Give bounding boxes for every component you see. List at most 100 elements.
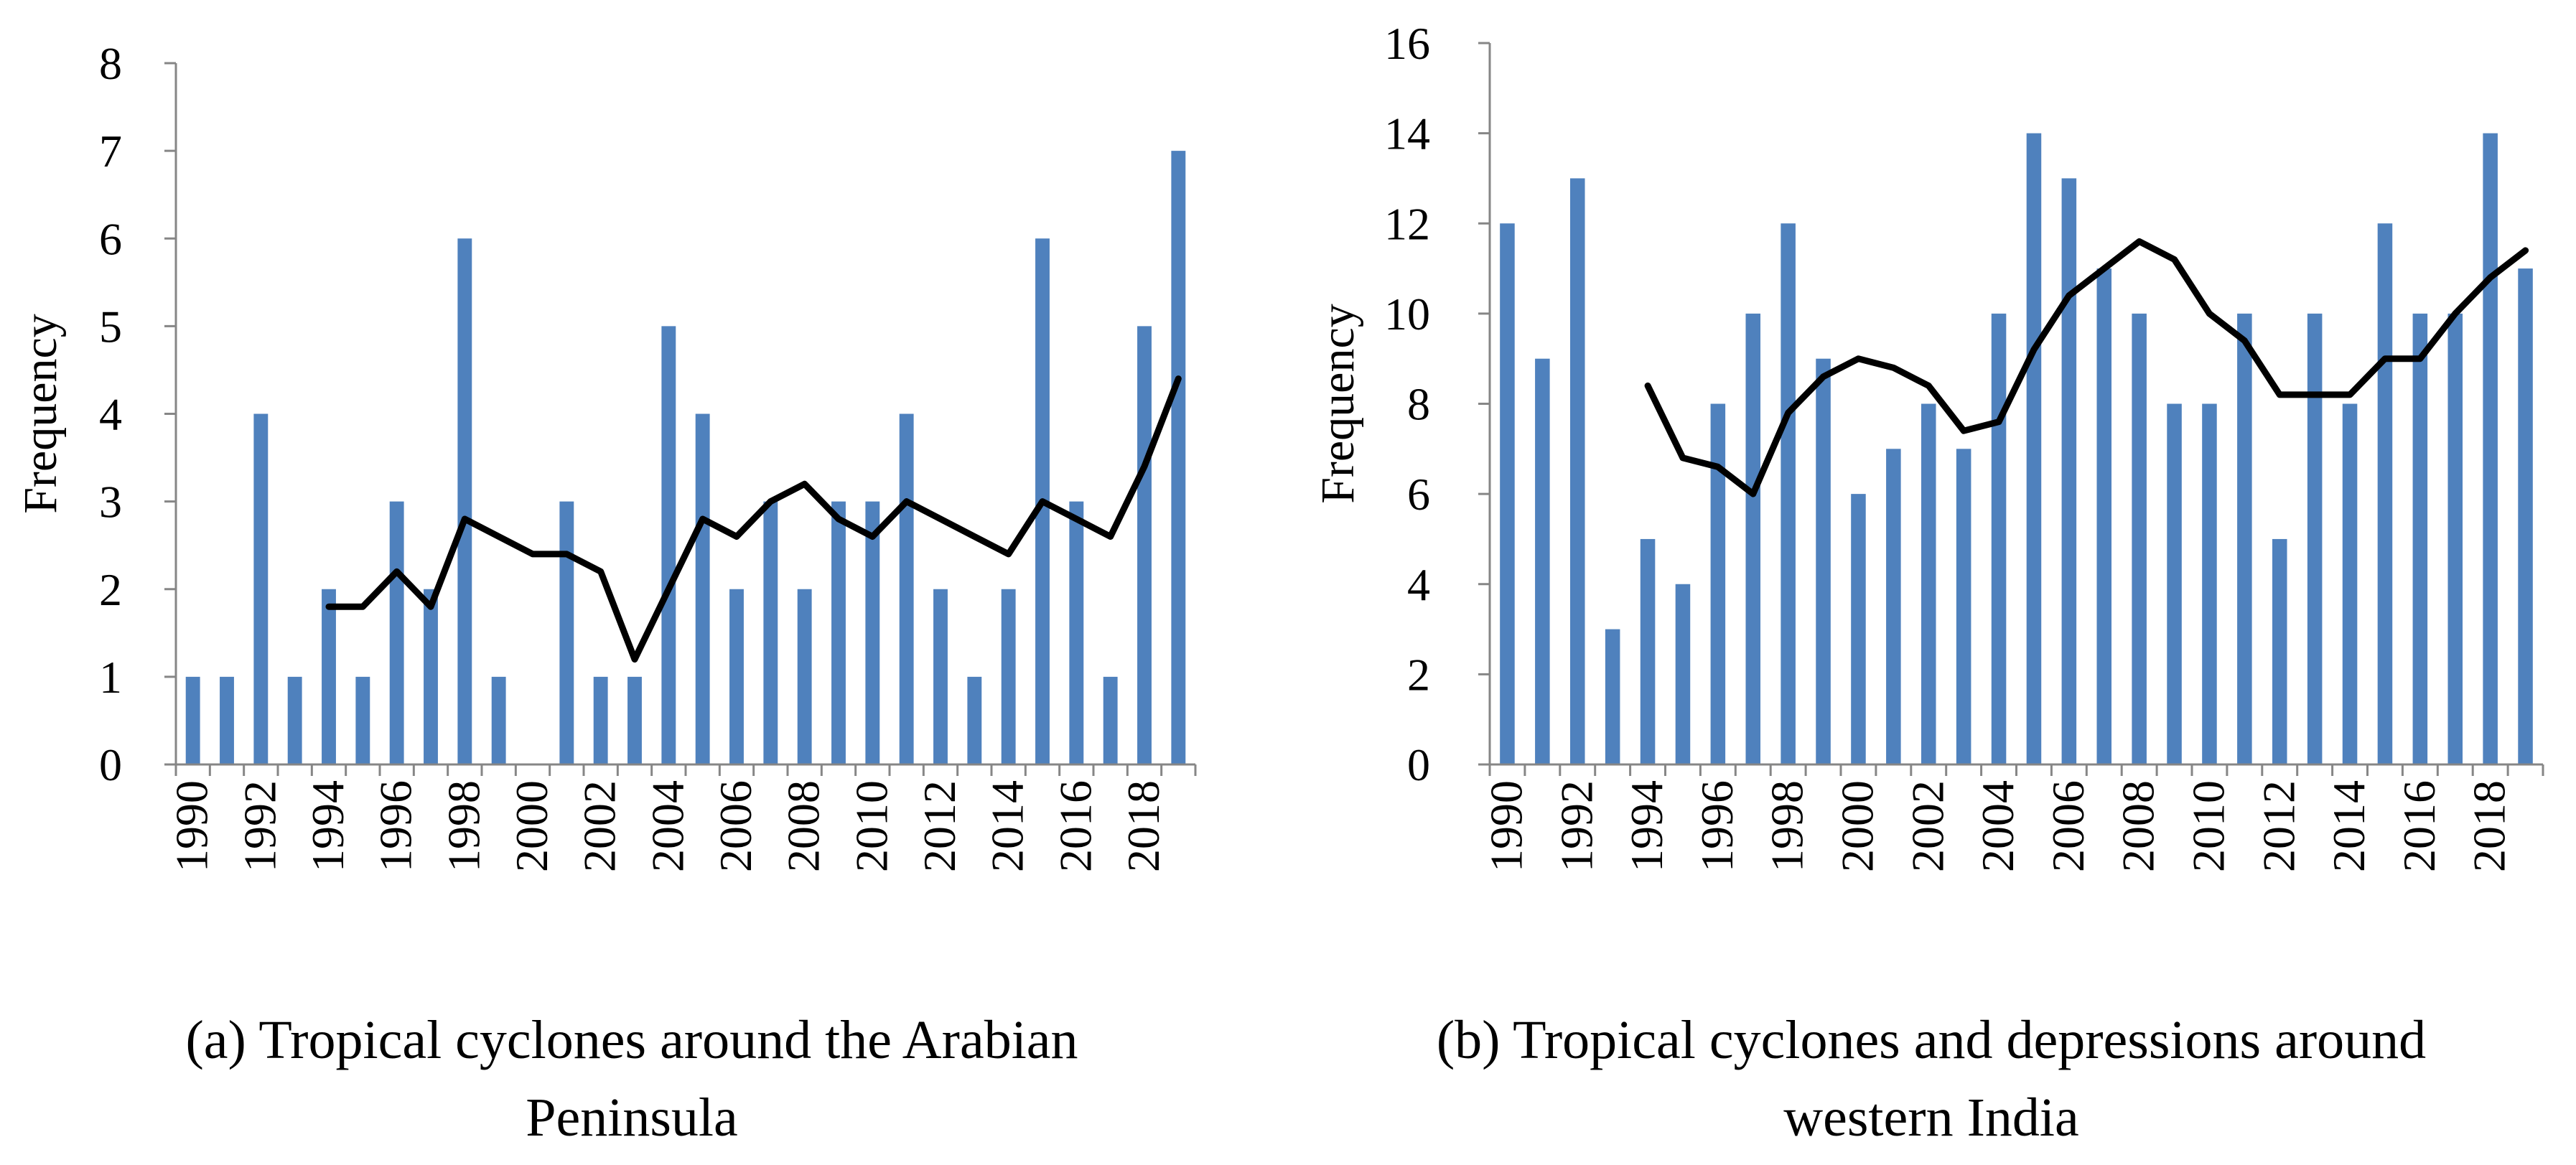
panel-a-bar-2011 [899,413,914,764]
panel-b-x-tick-label: 2000 [1831,780,1882,872]
panel-a-bar-1997 [424,589,438,764]
panel-a-bar-2007 [763,501,778,764]
panel-a-bar-2016 [1069,501,1084,764]
panel-b-bar-2011 [2237,313,2252,764]
panel-b-bar-2006 [2061,178,2077,764]
panel-a-bar-1995 [355,676,370,764]
panel-b-bar-2019 [2518,268,2533,764]
panel-b-bar-2015 [2377,223,2393,764]
panel-a-y-tick-label: 7 [99,126,122,177]
panel-a-x-tick-label: 1996 [370,780,421,872]
panel-b-bar-1994 [1640,538,1656,764]
panel-a-bar-2014 [1001,589,1016,764]
panel-a-x-tick-label: 1998 [438,780,489,872]
panel-b-bar-2013 [2307,313,2323,764]
panel-a-bar-1990 [185,676,200,764]
panel-b-bar-2018 [2483,133,2498,764]
panel-b-bar-2001 [1886,449,1901,764]
panel-a-x-tick-label: 2014 [982,780,1033,872]
panel-a-y-tick-label: 8 [99,38,122,89]
panel-a-bar-1998 [457,238,472,764]
panel-b-x-tick-label: 2008 [2113,780,2164,872]
panel-a-y-tick-label: 0 [99,739,122,790]
panel-b-chart: 0 2 4 6 8 10 12 14 16 Frequency 1990 1992 1994 1996 19… [1312,18,2544,872]
panel-b-x-tick-label: 2018 [2464,780,2515,872]
panel-b-bar-2004 [1991,313,2007,764]
panel-a-chart: 0 1 2 3 4 5 6 7 8 Frequency 1990 1992 1994 1996 1998 20… [14,38,1197,872]
panel-a-x-tick-label: 2006 [710,780,761,872]
panel-b-y-axis-label: Frequency [1312,304,1364,504]
panel-a-y-tick-label: 2 [99,564,122,615]
panel-a-x-tick-label: 2016 [1050,780,1101,872]
panel-b-bar-2005 [2026,133,2042,764]
panel-b-x-tick-label: 2014 [2323,780,2374,872]
panel-a-bar-2002 [593,676,608,764]
panel-a-y-tick-label: 3 [99,477,122,528]
panel-a-x-tick-label: 2004 [642,780,693,872]
panel-b-bar-1991 [1535,358,1550,764]
panel-a-x-tick-label: 2018 [1118,780,1169,872]
panel-a-bar-2019 [1171,151,1186,764]
panel-b-x-tick-label: 1990 [1480,780,1531,872]
panel-a-x-tick-label: 1992 [234,780,285,872]
panel-b-y-tick-label: 12 [1384,198,1430,249]
panel-b-y-tick-label: 16 [1384,18,1430,69]
caption-b-line-2: western India [1783,1087,2079,1148]
caption-b-line-1: (b) Tropical cyclones and depressions ar… [1436,1010,2427,1070]
panel-a-x-tick-label: 2008 [778,780,829,872]
caption-a: (a) Tropical cyclones around the Arabian… [29,1001,1235,1156]
panel-a-bar-1991 [220,676,234,764]
panel-b-x-tick-label: 1996 [1691,780,1742,872]
panel-a-bar-2005 [695,413,710,764]
panel-b-bar-2000 [1851,494,1866,764]
panel-b-y-tick-label: 6 [1407,469,1430,520]
panel-a-y-tick-label: 1 [99,652,122,703]
panel-b-bar-1993 [1605,629,1620,764]
panel-a-bar-2003 [627,676,642,764]
panel-b-y-tick-label: 0 [1407,739,1430,790]
caption-a-line-1: (a) Tropical cyclones around the Arabian [185,1010,1078,1070]
panel-b-x-tick-label: 2016 [2394,780,2445,872]
panel-b-x-tick-label: 1998 [1762,780,1813,872]
panel-a-y-tick-label: 4 [99,389,122,440]
panel-a-trend-line [325,375,1182,663]
panel-a-y-axis-label: Frequency [14,314,67,514]
panel-b-x-tick-label: 2002 [1902,780,1953,872]
panel-b-bar-1995 [1675,584,1691,764]
panel-a-bar-1996 [389,501,404,764]
panel-b-y-tick-label: 4 [1407,559,1430,610]
panel-b-bar-2016 [2412,313,2428,764]
panel-b-bar-1997 [1745,313,1761,764]
panel-a-x-tick-label: 1990 [167,780,218,872]
panel-b-bar-2010 [2202,403,2217,764]
panel-b-y-tick-label: 14 [1384,108,1430,159]
panel-b-bar-2012 [2272,538,2287,764]
panel-a-x-tick-label: 2012 [914,780,965,872]
panel-b-y-tick-label: 10 [1384,289,1430,340]
panel-a-bar-1992 [253,413,269,764]
panel-b-bar-2017 [2447,313,2463,764]
panel-b-x-tick-label: 1994 [1621,780,1672,872]
caption-a-line-2: Peninsula [526,1087,738,1148]
panel-a-bar-2009 [831,501,846,764]
caption-b: (b) Tropical cyclones and depressions ar… [1307,1001,2556,1156]
panel-b-x-tick-label: 2006 [2043,780,2094,872]
panel-b-x-tick-label: 2010 [2183,780,2234,872]
panel-a-bar-1994 [322,589,336,764]
panel-a-x-tick-label: 1994 [302,780,353,872]
panel-b-x-tick-label: 2004 [1972,780,2023,872]
panel-a-x-tick-label: 2002 [574,780,625,872]
panel-a-bar-2018 [1137,326,1152,764]
panel-b-y-tick-label: 8 [1407,379,1430,430]
panel-a-bar-1999 [491,676,506,764]
panel-b-bar-2002 [1921,403,1936,764]
panel-b-bar-2014 [2342,403,2358,764]
panel-b-x-tick-label: 1992 [1551,780,1602,872]
panel-b-bar-1999 [1816,358,1831,764]
panel-b-bar-2009 [2167,403,2182,764]
panel-a-bar-2001 [559,501,574,764]
panel-a-bar-1993 [287,676,302,764]
panel-a-bar-2010 [865,501,880,764]
panel-a-y-tick-label: 5 [99,301,122,352]
